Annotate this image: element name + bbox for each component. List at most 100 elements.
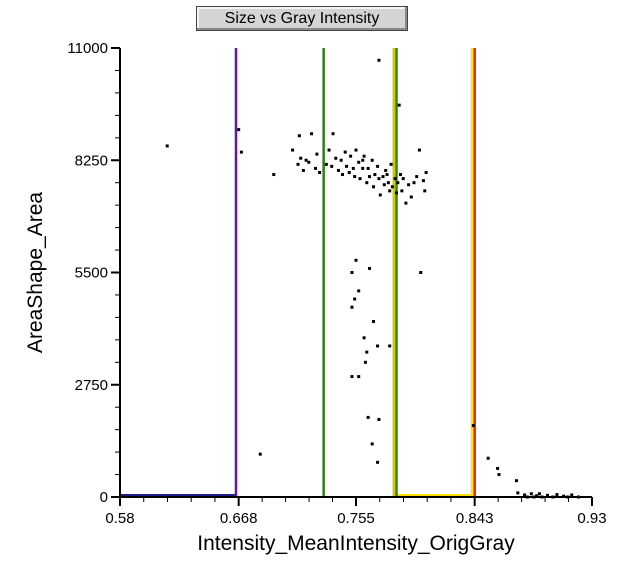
data-points — [165, 58, 581, 499]
data-point — [345, 164, 349, 168]
data-point — [370, 442, 374, 446]
data-point — [372, 185, 376, 189]
data-point — [361, 166, 365, 170]
data-point — [309, 132, 313, 136]
data-point — [497, 473, 501, 477]
data-point — [545, 493, 549, 497]
data-point — [486, 456, 490, 460]
data-point — [362, 336, 366, 340]
data-point — [357, 289, 361, 293]
data-point — [339, 158, 343, 162]
data-point — [324, 162, 328, 166]
data-point — [354, 258, 358, 262]
tick-labels: 0 2750 5500 8250 11000 0.58 0.668 0.755 0.843 0.9… — [67, 40, 606, 527]
threshold-lines — [120, 48, 476, 498]
data-point — [358, 177, 362, 181]
y-tick-label: 2750 — [75, 377, 108, 394]
data-point — [367, 266, 371, 270]
data-point — [347, 170, 351, 174]
data-point — [365, 350, 369, 354]
data-point — [272, 173, 276, 177]
data-point — [357, 375, 361, 379]
data-point — [351, 166, 355, 170]
data-point — [376, 164, 380, 168]
data-point — [363, 360, 367, 364]
x-tick-label: 0.843 — [456, 510, 494, 527]
data-point — [367, 175, 371, 179]
data-point — [514, 479, 518, 483]
data-point — [373, 173, 377, 177]
data-point — [357, 160, 361, 164]
data-point — [388, 189, 392, 193]
y-tick-label: 0 — [100, 489, 108, 506]
x-tick-label: 0.58 — [105, 510, 134, 527]
data-point — [237, 128, 241, 132]
data-point — [376, 344, 380, 348]
y-tick-label: 11000 — [67, 40, 108, 57]
data-point — [330, 164, 334, 168]
data-point — [396, 181, 400, 185]
data-point — [400, 189, 404, 193]
data-point — [350, 271, 354, 274]
data-point — [366, 166, 370, 170]
data-point — [336, 168, 340, 172]
data-point — [399, 173, 403, 177]
data-point — [304, 158, 308, 162]
data-point — [390, 185, 394, 189]
x-tick-label: 0.755 — [337, 510, 375, 527]
data-point — [535, 494, 539, 498]
data-point — [496, 466, 500, 470]
x-tick-label: 0.668 — [220, 510, 258, 527]
data-point — [423, 189, 427, 193]
data-point — [377, 417, 381, 421]
data-point — [412, 181, 416, 185]
y-axis-label: AreaShape_Area — [24, 192, 47, 353]
data-point — [389, 162, 393, 166]
data-point — [291, 148, 295, 152]
data-point — [394, 191, 398, 195]
data-point — [388, 344, 392, 348]
data-point — [301, 168, 305, 172]
data-point — [382, 183, 386, 187]
axes — [111, 47, 593, 506]
data-point — [386, 181, 390, 185]
data-point — [299, 156, 303, 160]
data-point — [349, 154, 353, 158]
data-point — [409, 195, 413, 199]
data-point — [385, 173, 389, 177]
data-point — [555, 493, 559, 497]
data-point — [570, 493, 574, 497]
data-point — [350, 305, 354, 309]
data-point — [365, 181, 369, 185]
data-point — [372, 319, 376, 323]
data-point — [421, 179, 425, 183]
data-point — [381, 175, 385, 179]
data-point — [366, 415, 370, 419]
data-point — [397, 103, 401, 107]
data-point — [424, 170, 428, 174]
data-point — [315, 152, 319, 156]
data-point — [537, 492, 541, 496]
data-point — [401, 177, 405, 181]
x-axis-label: Intensity_MeanIntensity_OrigGray — [197, 532, 515, 555]
data-point — [516, 491, 520, 495]
data-point — [350, 375, 354, 379]
data-point — [239, 150, 243, 154]
data-point — [318, 170, 322, 174]
data-point — [314, 166, 318, 170]
y-tick-label: 8250 — [75, 152, 108, 169]
data-point — [370, 158, 374, 162]
data-point — [258, 452, 262, 456]
data-point — [297, 134, 301, 138]
data-point — [523, 493, 527, 497]
data-point — [353, 297, 357, 301]
chart-title: Size vs Gray Intensity — [196, 6, 408, 31]
data-point — [341, 173, 345, 177]
data-point — [471, 424, 475, 428]
data-point — [419, 271, 423, 274]
data-point — [417, 148, 421, 152]
data-point — [378, 193, 382, 197]
data-point — [404, 201, 408, 205]
x-tick-label: 0.93 — [577, 510, 606, 527]
